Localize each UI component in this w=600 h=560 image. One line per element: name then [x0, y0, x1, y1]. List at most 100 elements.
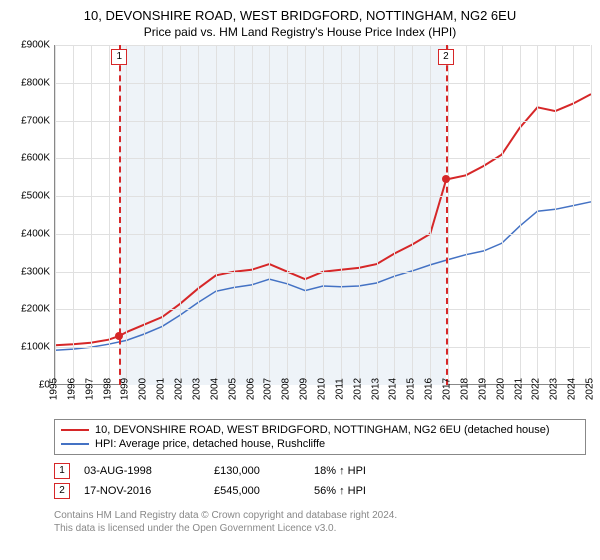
x-tick-label: 2009: [299, 378, 310, 400]
x-tick-label: 2013: [370, 378, 381, 400]
gridline-v: [109, 45, 110, 384]
gridline-v: [234, 45, 235, 384]
gridline-v: [144, 45, 145, 384]
x-tick-label: 2021: [513, 378, 524, 400]
x-tick-label: 2019: [477, 378, 488, 400]
legend-label: 10, DEVONSHIRE ROAD, WEST BRIDGFORD, NOT…: [95, 424, 550, 436]
gridline-v: [520, 45, 521, 384]
gridline-v: [466, 45, 467, 384]
y-tick-label: £700K: [21, 115, 50, 126]
sale-badge: 2: [54, 483, 70, 499]
x-tick-label: 2003: [191, 378, 202, 400]
gridline-v: [341, 45, 342, 384]
x-tick-label: 2000: [138, 378, 149, 400]
sale-date: 17-NOV-2016: [84, 485, 214, 497]
x-tick-label: 2008: [281, 378, 292, 400]
y-tick-label: £600K: [21, 153, 50, 164]
chart-area: £0£100K£200K£300K£400K£500K£600K£700K£80…: [10, 45, 590, 415]
gridline-v: [573, 45, 574, 384]
gridline-v: [448, 45, 449, 384]
x-tick-label: 2015: [406, 378, 417, 400]
gridline-v: [323, 45, 324, 384]
gridline-v: [394, 45, 395, 384]
sale-price: £130,000: [214, 465, 314, 477]
x-tick-label: 2020: [495, 378, 506, 400]
gridline-v: [252, 45, 253, 384]
gridline-v: [198, 45, 199, 384]
sale-hpi: 18% ↑ HPI: [314, 465, 434, 477]
x-tick-label: 2014: [388, 378, 399, 400]
legend-swatch: [61, 443, 89, 445]
marker-badge-1: 1: [111, 49, 127, 65]
plot-area: 12: [54, 45, 590, 385]
legend-item: HPI: Average price, detached house, Rush…: [61, 437, 579, 451]
footer-line-1: Contains HM Land Registry data © Crown c…: [54, 509, 590, 522]
gridline-v: [412, 45, 413, 384]
legend-item: 10, DEVONSHIRE ROAD, WEST BRIDGFORD, NOT…: [61, 423, 579, 437]
sale-dot-1: [115, 332, 123, 340]
gridline-v: [377, 45, 378, 384]
gridline-v: [537, 45, 538, 384]
x-tick-label: 2023: [549, 378, 560, 400]
x-tick-label: 1996: [66, 378, 77, 400]
x-tick-label: 1998: [102, 378, 113, 400]
x-tick-label: 2010: [317, 378, 328, 400]
gridline-v: [484, 45, 485, 384]
x-tick-label: 2018: [459, 378, 470, 400]
x-tick-label: 2011: [334, 378, 345, 400]
gridline-v: [269, 45, 270, 384]
gridline-v: [305, 45, 306, 384]
gridline-v: [55, 45, 56, 384]
x-tick-label: 2022: [531, 378, 542, 400]
legend-label: HPI: Average price, detached house, Rush…: [95, 438, 325, 450]
sale-dot-2: [442, 175, 450, 183]
gridline-v: [91, 45, 92, 384]
x-tick-label: 1995: [49, 378, 60, 400]
footer-attribution: Contains HM Land Registry data © Crown c…: [54, 509, 590, 535]
x-tick-label: 2006: [245, 378, 256, 400]
x-tick-label: 2012: [352, 378, 363, 400]
sale-row: 2 17-NOV-2016£545,00056% ↑ HPI: [54, 481, 586, 501]
y-tick-label: £900K: [21, 40, 50, 51]
y-tick-label: £100K: [21, 342, 50, 353]
sale-date: 03-AUG-1998: [84, 465, 214, 477]
x-tick-label: 2007: [263, 378, 274, 400]
gridline-v: [287, 45, 288, 384]
y-tick-label: £300K: [21, 266, 50, 277]
sale-badge: 1: [54, 463, 70, 479]
y-tick-label: £400K: [21, 228, 50, 239]
x-tick-label: 2016: [424, 378, 435, 400]
gridline-v: [126, 45, 127, 384]
marker-line-2: [446, 45, 448, 385]
gridline-v: [359, 45, 360, 384]
gridline-v: [216, 45, 217, 384]
footer-line-2: This data is licensed under the Open Gov…: [54, 522, 590, 535]
x-tick-label: 2025: [585, 378, 596, 400]
gridline-v: [502, 45, 503, 384]
x-axis: 1995199619971998199920002001200220032004…: [54, 385, 590, 415]
marker-badge-2: 2: [438, 49, 454, 65]
x-tick-label: 1997: [84, 378, 95, 400]
y-tick-label: £800K: [21, 77, 50, 88]
gridline-v: [430, 45, 431, 384]
x-tick-label: 2005: [227, 378, 238, 400]
sale-hpi: 56% ↑ HPI: [314, 485, 434, 497]
legend: 10, DEVONSHIRE ROAD, WEST BRIDGFORD, NOT…: [54, 419, 586, 455]
legend-swatch: [61, 429, 89, 431]
x-tick-label: 2002: [174, 378, 185, 400]
x-tick-label: 2004: [209, 378, 220, 400]
y-tick-label: £500K: [21, 191, 50, 202]
sale-row: 1 03-AUG-1998£130,00018% ↑ HPI: [54, 461, 586, 481]
gridline-v: [73, 45, 74, 384]
gridline-v: [180, 45, 181, 384]
y-tick-label: £200K: [21, 304, 50, 315]
chart-title: 10, DEVONSHIRE ROAD, WEST BRIDGFORD, NOT…: [10, 8, 590, 23]
gridline-v: [555, 45, 556, 384]
sale-price: £545,000: [214, 485, 314, 497]
sales-table: 1 03-AUG-1998£130,00018% ↑ HPI 2 17-NOV-201…: [54, 461, 586, 501]
gridline-v: [162, 45, 163, 384]
chart-subtitle: Price paid vs. HM Land Registry's House …: [10, 25, 590, 39]
y-axis: £0£100K£200K£300K£400K£500K£600K£700K£80…: [10, 45, 54, 385]
x-tick-label: 2017: [442, 378, 453, 400]
x-tick-label: 1999: [120, 378, 131, 400]
